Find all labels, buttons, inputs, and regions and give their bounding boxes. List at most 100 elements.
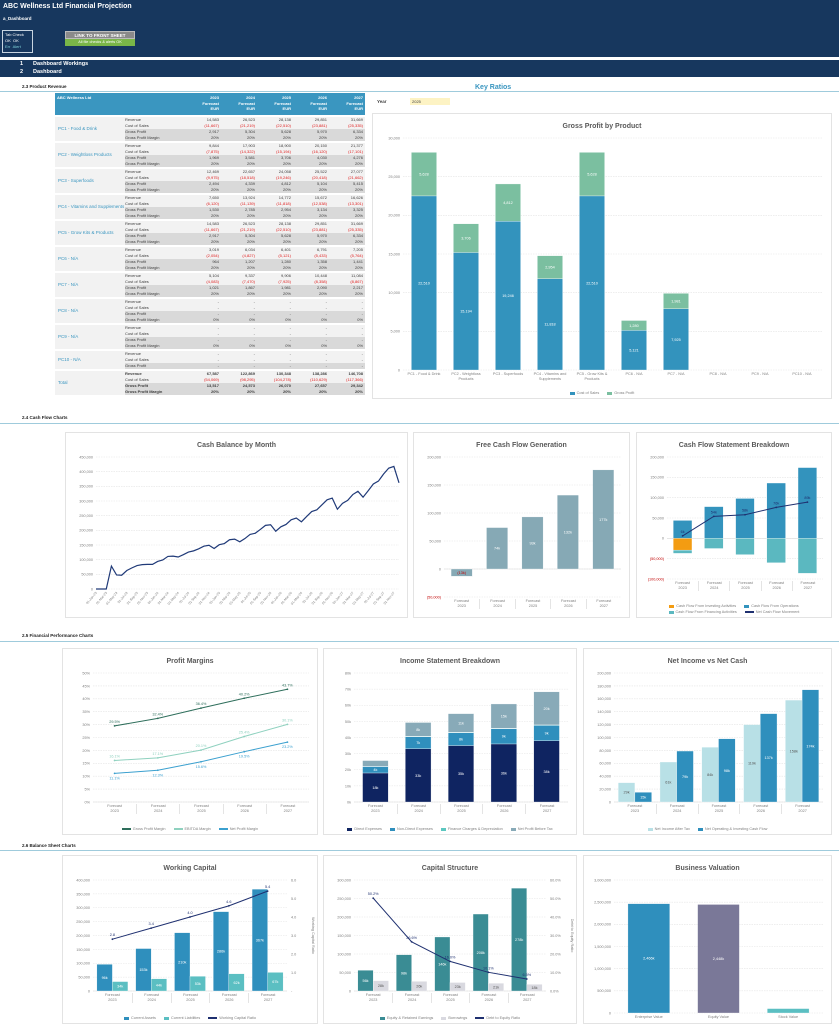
cell-value: 31,669	[350, 117, 363, 122]
category-header: Forecast	[368, 804, 383, 808]
product-block: Total Revenue 67,587 122,869 130,348 138,286 1…	[55, 371, 365, 395]
y2-tick-label: 5.0	[291, 897, 296, 901]
cell-value: (22,510)	[276, 123, 291, 128]
year-input[interactable]: 2025	[410, 98, 450, 105]
category-header: Forecast	[675, 581, 690, 585]
y-tick-label: 300,000	[79, 499, 93, 503]
y-tick-label: 150,000	[650, 476, 664, 480]
cell-value: 0%	[285, 343, 291, 348]
legend-label: Cash Flow From Investing Activities	[676, 604, 737, 608]
cell-value: 122,869	[240, 371, 255, 376]
category-header: Forecast	[711, 804, 727, 808]
bar	[592, 469, 615, 570]
data-label: 8k	[459, 738, 463, 742]
cell-value: (11,667)	[204, 227, 219, 232]
row-label: Revenue	[125, 273, 142, 278]
row-label: Gross Profit	[125, 383, 149, 388]
legend-item: Cash Flow From Financing Activities	[668, 610, 737, 614]
nav-item-dashboard[interactable]: 2 Dashboard	[0, 68, 839, 76]
category-header: Forecast	[443, 993, 458, 997]
row-label: Revenue	[125, 221, 142, 226]
cell-value: 5,415	[352, 181, 363, 186]
y2-tick-label: 4.0	[291, 915, 296, 919]
working-capital-chart: Working Capital 0 50,000 100,000 150,000 200,…	[62, 855, 318, 1024]
product-block: PC7 - N/A Revenue 5,104 9,337 9,906 10,448 11,…	[55, 273, 365, 297]
bar	[135, 948, 152, 992]
product-name: PC9 - N/A	[58, 334, 79, 340]
y-tick-label: 0	[91, 587, 93, 591]
data-label: 98k	[401, 971, 407, 975]
line-marker	[410, 940, 413, 943]
category-header: Forecast	[738, 581, 753, 585]
legend-label: Gross Profit	[614, 391, 635, 395]
cell-value: 3,019	[208, 247, 219, 252]
y-tick-label: 30%	[82, 723, 90, 727]
cell-value: 12,469	[206, 169, 219, 174]
chart-title: Income Statement Breakdown	[400, 658, 500, 665]
legend-swatch	[647, 827, 653, 831]
year: 2024	[246, 95, 255, 100]
category-header: Forecast	[795, 804, 810, 808]
cell-value: 20%	[282, 135, 291, 140]
x-category-label: PC2 - Weightloss Products	[445, 372, 487, 382]
data-label: 11.1%	[109, 776, 120, 780]
section-divider	[0, 423, 839, 424]
bar-segment	[663, 308, 689, 371]
bar-segment	[362, 772, 389, 803]
nav-item-dashboard-workings[interactable]: 1 Dashboard Workings	[0, 60, 839, 68]
line-marker	[111, 938, 114, 941]
cell-value: 28,138	[278, 221, 291, 226]
cell-value: 20%	[354, 291, 363, 296]
section-title-product-revenue: 2.3 Product Revenue	[22, 84, 67, 89]
line-marker	[200, 707, 202, 709]
data-label: 153k	[139, 968, 147, 972]
cell-value: 4,276	[352, 155, 363, 160]
data-label: 23k	[455, 985, 461, 989]
cell-value: (19,246)	[276, 175, 291, 180]
x-category-label: Forecast 2027	[265, 804, 309, 814]
legend-swatch	[121, 828, 131, 830]
data-label: 11k	[458, 721, 464, 725]
cell-value: 5,304	[244, 129, 255, 134]
link-to-front-sheet-button[interactable]: LINK TO FRONT SHEET	[65, 31, 135, 39]
x-category-label: PC9 - N/A	[739, 372, 781, 377]
bar-segment	[673, 549, 693, 554]
cell-value: (5,433)	[314, 253, 327, 258]
line-marker	[266, 890, 269, 892]
x-tick-label: 2024	[493, 604, 502, 608]
x-tick-label: 2024	[154, 809, 163, 813]
data-label: 177k	[599, 518, 607, 522]
x-category-label: Forecast 2023	[354, 804, 397, 814]
y-tick-label: 250,000	[76, 920, 90, 924]
cell-value: 20%	[246, 135, 255, 140]
bar	[189, 976, 206, 992]
row-label: Gross Profit Margin	[125, 265, 160, 270]
row-label: Revenue	[125, 195, 142, 200]
table-row: Cost of Sales - - - - -	[125, 331, 365, 337]
cell-value: 1,981	[280, 285, 291, 290]
cell-value: (110,629)	[310, 377, 327, 382]
cell-value: 20%	[246, 291, 255, 296]
data-label: 28k	[378, 984, 384, 988]
table-row: Gross Profit Margin 20% 20% 20% 20% 20%	[125, 135, 365, 141]
cell-value: (54,069)	[204, 377, 219, 382]
x-tick-label: PC6 - N/A	[625, 372, 643, 376]
legend-item: Net Cash Flow Movement	[744, 610, 799, 614]
bar-segment	[735, 498, 755, 539]
product-name: PC4 - Vitamins and Supplements	[58, 204, 125, 210]
cell-value: 20%	[318, 265, 327, 270]
line-marker	[286, 741, 289, 744]
cell-value: (104,278)	[273, 377, 291, 382]
x-category-label: Forecast 2027	[507, 993, 546, 1003]
cell-value: -	[253, 363, 255, 368]
data-label: 96k	[102, 976, 108, 980]
data-label: 12.3%	[152, 773, 163, 777]
period: Forecast	[202, 100, 219, 106]
data-label: 36k	[501, 771, 507, 775]
cell-value: 5,104	[208, 273, 219, 278]
data-label: 132k	[564, 530, 572, 534]
category-header: Forecast	[525, 599, 541, 603]
row-label: Gross Profit	[125, 155, 147, 160]
product-block: PC8 - N/A Revenue - - - - - Cost of Sales - - - - - G…	[55, 299, 365, 323]
data-label: 5,121	[629, 349, 639, 353]
